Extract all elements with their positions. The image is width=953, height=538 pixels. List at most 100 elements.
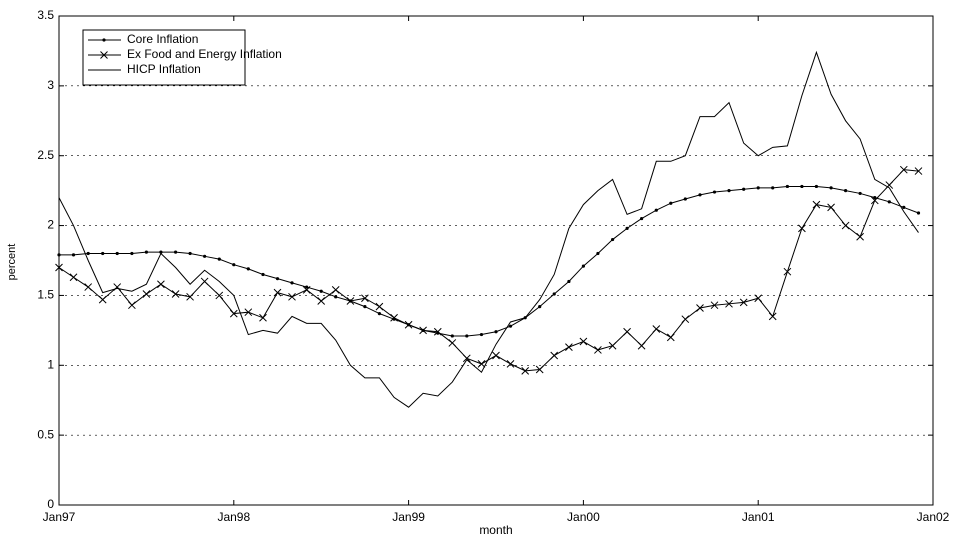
point — [666, 333, 675, 342]
point — [827, 203, 835, 212]
point — [771, 186, 775, 190]
point — [887, 200, 891, 204]
legend-marker — [102, 38, 106, 42]
point — [361, 294, 369, 303]
point — [768, 312, 777, 321]
y-tick-label: 1.5 — [37, 288, 54, 302]
point — [623, 327, 631, 336]
point — [217, 257, 221, 261]
point — [84, 283, 93, 291]
y-tick-label: 3 — [47, 78, 54, 92]
point — [331, 285, 340, 294]
point — [710, 301, 719, 310]
point — [652, 325, 661, 333]
point — [742, 187, 746, 191]
point — [841, 221, 850, 230]
point — [346, 297, 355, 305]
point — [334, 295, 338, 299]
point — [856, 232, 864, 241]
point — [261, 272, 265, 277]
point — [55, 263, 63, 272]
series-line — [58, 169, 919, 372]
point — [404, 320, 413, 329]
point — [465, 334, 469, 338]
legend-label: HICP Inflation — [127, 62, 201, 76]
point — [637, 341, 646, 350]
point — [739, 298, 748, 307]
point — [159, 250, 163, 254]
y-tick-label: 2 — [47, 218, 54, 232]
point — [681, 315, 690, 324]
point — [608, 341, 617, 350]
point — [246, 267, 250, 271]
point — [130, 251, 134, 256]
point — [101, 251, 105, 256]
point — [550, 351, 559, 360]
point — [273, 288, 282, 297]
point — [275, 277, 280, 281]
point — [259, 313, 267, 322]
point — [785, 184, 789, 189]
point — [479, 332, 484, 337]
point — [186, 292, 194, 301]
point — [814, 184, 819, 189]
point — [115, 251, 119, 256]
point — [86, 251, 90, 256]
point — [870, 196, 879, 205]
point — [506, 360, 515, 368]
legend-label: Ex Food and Energy Inflation — [127, 47, 282, 61]
point — [596, 251, 600, 256]
y-tick-label: 1 — [47, 357, 54, 371]
legend-marker — [100, 51, 108, 59]
series-line — [59, 185, 919, 337]
point — [69, 273, 78, 282]
y-tick-label: 2.5 — [37, 148, 54, 162]
point — [552, 292, 556, 296]
point — [725, 299, 733, 308]
legend-box — [82, 29, 246, 86]
point — [521, 367, 530, 375]
y-axis-label: percent — [6, 244, 18, 281]
point — [696, 304, 704, 312]
point — [885, 181, 894, 189]
series-line — [58, 50, 919, 408]
point — [450, 334, 454, 338]
point — [377, 311, 382, 316]
point — [433, 327, 442, 336]
point — [916, 211, 921, 215]
point — [756, 186, 760, 190]
x-tick-label: Jan98 — [217, 510, 250, 524]
point — [899, 165, 908, 174]
point — [640, 216, 644, 221]
x-tick-label: Jan99 — [392, 510, 425, 524]
point — [594, 346, 602, 354]
plot-frame — [58, 15, 934, 506]
point — [319, 289, 323, 293]
x-tick-label: Jan02 — [917, 510, 950, 524]
point — [844, 189, 848, 193]
legend-label: Core Inflation — [127, 32, 198, 46]
point — [215, 291, 224, 300]
point — [173, 250, 178, 254]
point — [610, 237, 615, 242]
point — [914, 167, 923, 175]
x-tick-label: Jan00 — [567, 510, 600, 524]
point — [538, 305, 542, 309]
point — [873, 196, 877, 200]
point — [375, 302, 384, 311]
point — [494, 330, 498, 334]
point — [902, 205, 906, 210]
point — [203, 254, 207, 258]
x-axis-label: month — [479, 523, 512, 537]
point — [57, 253, 61, 257]
point — [462, 354, 471, 363]
point — [508, 324, 513, 328]
point — [727, 189, 731, 193]
point — [290, 281, 294, 285]
point — [229, 309, 238, 318]
point — [144, 250, 148, 254]
point — [317, 297, 326, 305]
point — [157, 280, 165, 289]
point — [783, 267, 792, 276]
point — [492, 351, 500, 360]
